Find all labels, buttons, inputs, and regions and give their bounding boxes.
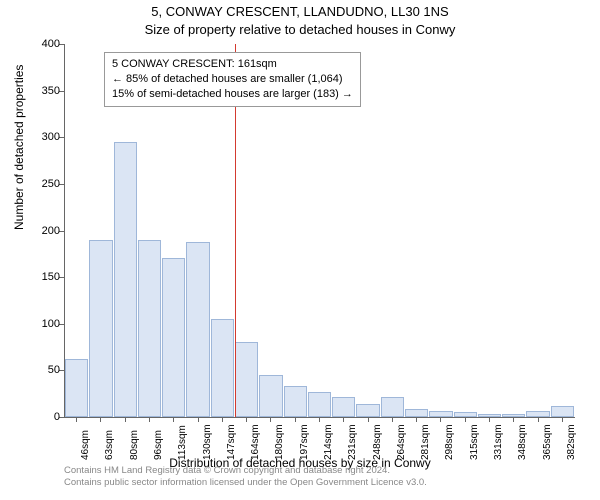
y-tick-label: 200 bbox=[42, 225, 60, 237]
histogram-bar bbox=[235, 342, 258, 417]
x-tick bbox=[149, 417, 150, 422]
y-axis-label: Number of detached properties bbox=[12, 65, 26, 230]
y-tick-label: 150 bbox=[42, 271, 60, 283]
credit-line-1: Contains HM Land Registry data © Crown c… bbox=[64, 465, 427, 476]
x-tick bbox=[562, 417, 563, 422]
x-tick bbox=[368, 417, 369, 422]
x-tick-label: 315sqm bbox=[469, 424, 480, 460]
x-tick bbox=[489, 417, 490, 422]
y-tick-label: 300 bbox=[42, 131, 60, 143]
x-tick-label: 264sqm bbox=[396, 424, 407, 460]
credit-text: Contains HM Land Registry data © Crown c… bbox=[64, 465, 427, 488]
histogram-bar bbox=[308, 392, 331, 417]
x-tick bbox=[100, 417, 101, 422]
histogram-bar bbox=[381, 397, 404, 418]
x-tick-label: 80sqm bbox=[129, 430, 140, 460]
x-tick-label: 113sqm bbox=[177, 425, 188, 460]
x-tick-label: 197sqm bbox=[299, 424, 310, 460]
histogram-figure: { "title_line1": "5, CONWAY CRESCENT, LL… bbox=[0, 0, 600, 500]
x-tick-label: 365sqm bbox=[542, 424, 553, 460]
x-tick bbox=[465, 417, 466, 422]
x-tick-label: 96sqm bbox=[153, 430, 164, 460]
x-tick bbox=[343, 417, 344, 422]
histogram-bar bbox=[284, 386, 307, 417]
callout-line3: 15% of semi-detached houses are larger (… bbox=[112, 87, 353, 102]
title-line-1: 5, CONWAY CRESCENT, LLANDUDNO, LL30 1NS bbox=[0, 4, 600, 19]
histogram-bar bbox=[162, 258, 185, 417]
x-tick-label: 214sqm bbox=[323, 424, 334, 460]
y-tick-label: 400 bbox=[42, 38, 60, 50]
credit-line-2: Contains public sector information licen… bbox=[64, 477, 427, 488]
x-tick bbox=[319, 417, 320, 422]
x-tick-label: 348sqm bbox=[517, 424, 528, 460]
x-tick-label: 248sqm bbox=[372, 424, 383, 460]
x-tick-label: 63sqm bbox=[104, 430, 115, 460]
y-tick-label: 0 bbox=[54, 411, 60, 423]
histogram-bar bbox=[259, 375, 282, 417]
x-tick bbox=[513, 417, 514, 422]
x-tick bbox=[125, 417, 126, 422]
x-tick bbox=[538, 417, 539, 422]
histogram-bar bbox=[211, 319, 234, 417]
x-tick-label: 164sqm bbox=[250, 424, 261, 460]
title-line-2: Size of property relative to detached ho… bbox=[0, 22, 600, 37]
x-tick bbox=[76, 417, 77, 422]
histogram-bar bbox=[405, 409, 428, 417]
histogram-bar bbox=[138, 240, 161, 417]
x-tick-label: 382sqm bbox=[566, 424, 577, 460]
x-tick bbox=[222, 417, 223, 422]
x-tick-label: 46sqm bbox=[80, 430, 91, 460]
y-tick-label: 50 bbox=[48, 364, 60, 376]
x-tick bbox=[198, 417, 199, 422]
histogram-bar bbox=[186, 242, 209, 417]
x-tick-label: 180sqm bbox=[274, 424, 285, 460]
x-tick-label: 130sqm bbox=[202, 424, 213, 460]
x-tick-label: 298sqm bbox=[444, 424, 455, 460]
x-tick bbox=[295, 417, 296, 422]
y-tick-label: 100 bbox=[42, 318, 60, 330]
x-tick bbox=[416, 417, 417, 422]
x-tick-label: 147sqm bbox=[226, 424, 237, 460]
x-tick bbox=[246, 417, 247, 422]
histogram-bar bbox=[332, 397, 355, 418]
y-tick-label: 350 bbox=[42, 85, 60, 97]
callout-line2: ← 85% of detached houses are smaller (1,… bbox=[112, 72, 353, 87]
x-tick-label: 281sqm bbox=[420, 424, 431, 460]
histogram-bar bbox=[114, 142, 137, 417]
histogram-bar bbox=[65, 359, 88, 417]
histogram-bar bbox=[89, 240, 112, 417]
x-tick bbox=[440, 417, 441, 422]
x-tick bbox=[173, 417, 174, 422]
callout-box: 5 CONWAY CRESCENT: 161sqm← 85% of detach… bbox=[104, 52, 361, 107]
x-tick-label: 231sqm bbox=[347, 424, 358, 460]
x-tick-label: 331sqm bbox=[493, 424, 504, 460]
y-tick-label: 250 bbox=[42, 178, 60, 190]
callout-line1: 5 CONWAY CRESCENT: 161sqm bbox=[112, 57, 353, 72]
histogram-bar bbox=[551, 406, 574, 417]
histogram-bar bbox=[356, 404, 379, 417]
x-tick bbox=[270, 417, 271, 422]
x-tick bbox=[392, 417, 393, 422]
